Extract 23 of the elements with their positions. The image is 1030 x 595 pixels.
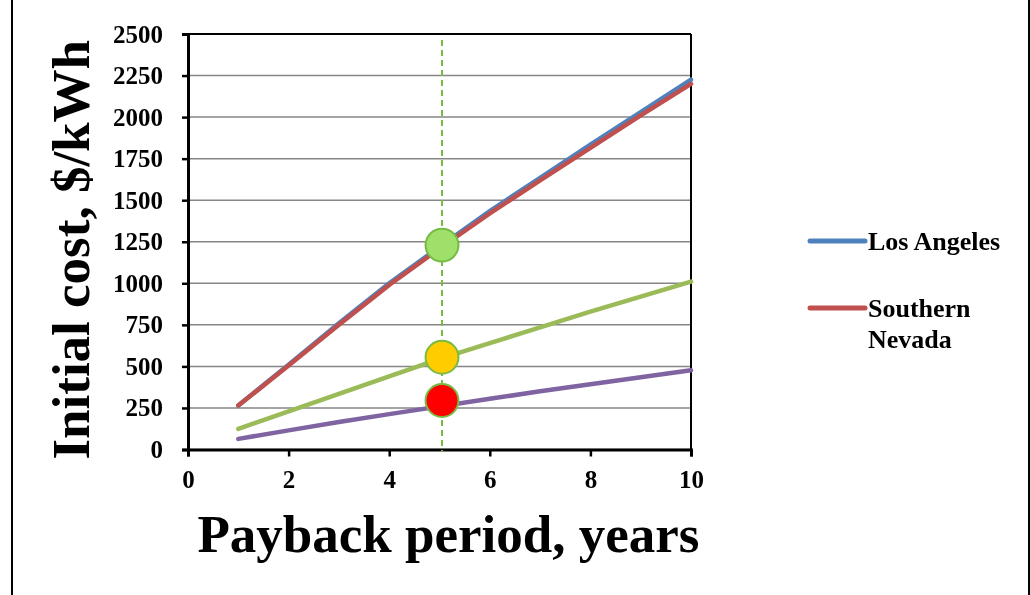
x-tick-label: 2 [282,466,296,494]
y-axis-title: Initial cost, $/kWh [42,39,100,460]
x-tick-label: 6 [484,466,497,494]
y-tick-label: 500 [125,352,163,380]
x-tick-label: 8 [584,466,598,494]
x-axis-title: Payback period, years [197,505,700,563]
legend-label: Los Angeles [868,227,1001,256]
y-tick-label: 1000 [113,269,163,297]
x-tick-label: 10 [679,466,704,494]
y-tick-label: 2250 [113,62,163,90]
y-tick-label: 0 [150,436,163,463]
y-tick-label: 250 [125,394,163,422]
line-series [236,367,694,442]
line-series [236,279,694,432]
y-tick-label: 1750 [113,145,163,173]
y-tick-label: 1250 [113,228,163,256]
y-tick-label: 2000 [113,103,163,131]
y-tick-label: 2500 [113,20,163,48]
x-tick-label: 4 [383,466,397,494]
legend-label: Southern Nevada [868,294,972,354]
x-tick-label: 0 [182,466,195,494]
y-tick-label: 750 [125,311,163,339]
y-tick-label: 1500 [113,186,163,214]
